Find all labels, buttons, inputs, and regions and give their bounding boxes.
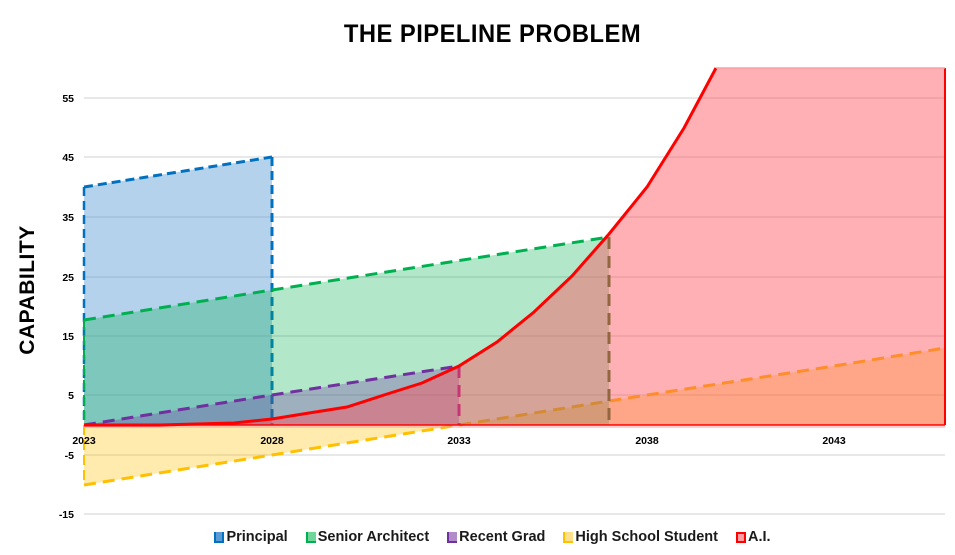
legend-item-high-school-student[interactable]: High School Student	[563, 529, 718, 545]
legend-label: Senior Architect	[317, 529, 430, 545]
legend: Principal Senior Architect Recent Grad H…	[0, 529, 955, 545]
series-recent-grad	[83, 364, 461, 427]
y-tick: 15	[62, 331, 74, 343]
y-tick: -5	[65, 450, 74, 462]
senior-architect-swatch-icon	[305, 531, 316, 543]
y-tick: 55	[62, 93, 74, 105]
legend-label: Recent Grad	[459, 529, 546, 545]
x-tick: 2023	[72, 435, 96, 447]
y-axis-ticks: 55 45 35 25 15 5 -5 -15	[59, 93, 74, 521]
x-tick: 2038	[635, 435, 659, 447]
y-tick: -15	[59, 509, 74, 521]
legend-item-senior-architect[interactable]: Senior Architect	[305, 529, 430, 545]
legend-item-ai[interactable]: A.I.	[735, 529, 771, 545]
y-tick: 35	[62, 212, 74, 224]
x-axis-ticks: 2023 2028 2033 2038 2043	[72, 435, 846, 447]
y-tick: 45	[62, 152, 74, 164]
chart-title: THE PIPELINE PROBLEM	[343, 20, 642, 48]
legend-label: High School Student	[575, 529, 718, 545]
recent-grad-swatch-icon	[447, 531, 458, 543]
legend-label: A.I.	[747, 529, 771, 545]
x-tick: 2043	[822, 435, 846, 447]
gridlines	[84, 97, 945, 515]
x-tick: 2028	[260, 435, 284, 447]
y-tick: 5	[68, 390, 74, 402]
legend-item-principal[interactable]: Principal	[214, 529, 288, 545]
ai-swatch-icon	[735, 531, 746, 543]
x-tick: 2033	[447, 435, 471, 447]
principal-swatch-icon	[214, 531, 225, 543]
legend-item-recent-grad[interactable]: Recent Grad	[447, 529, 545, 545]
series-high-school-student	[83, 346, 946, 487]
series-ai	[84, 67, 946, 428]
series-senior-architect	[83, 235, 611, 425]
high-school-student-swatch-icon	[563, 531, 574, 543]
y-tick: 25	[62, 272, 74, 284]
legend-label: Principal	[226, 529, 288, 545]
